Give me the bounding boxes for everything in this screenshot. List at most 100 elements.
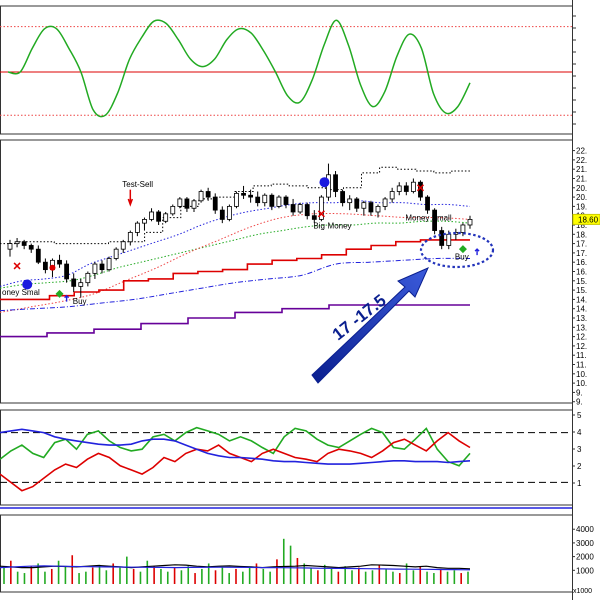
indicator-series-line [0,426,471,467]
price-tick-label: 17. [576,240,587,249]
candle-body [375,205,381,213]
price-tick-label: 18. [576,221,587,230]
candle-body [113,248,119,259]
candle-body [403,185,409,192]
candle-body [142,219,147,224]
candle-body [333,174,338,192]
indicator-panel: 5 4 3 2 1 [0,411,582,492]
overlay-blue-ma [0,200,471,287]
sell-x-marker [317,210,325,218]
indicator-frame [0,409,573,506]
price-tick-label: 22. [576,156,587,165]
price-tick-label: 16. [576,268,587,277]
candle-body [382,198,388,207]
candle-body [212,196,218,211]
candle-body [92,263,98,274]
price-tick-label: 17. [576,249,587,258]
candle-body [311,215,317,220]
candle-body [170,205,176,215]
candle-body [396,185,402,192]
overlay-upper-band [0,166,471,245]
candle-body [410,181,416,192]
price-tick-label: 19. [576,202,587,211]
sell-x-marker [416,184,424,192]
candle-body [99,263,105,271]
price-tick-label: 11. [576,351,587,360]
annotation-label: Buy [73,297,87,306]
buy-marker [55,289,64,298]
osc-series-line [7,19,471,118]
overlay-purple [0,304,470,338]
candle-body [460,224,466,233]
candle-body [21,241,27,246]
price-tick-label: 10. [576,379,587,388]
volume-panel: 4000 3000 2000 1000 [0,525,594,584]
volume-multiplier-label: x1000 [573,588,592,595]
price-tick-label: 13. [576,314,587,323]
candle-body [255,196,261,204]
price-tick-label: 10. [576,370,587,379]
volume-tick-label: 4000 [576,525,594,534]
indicator-series-line [0,428,471,465]
candle-body [262,194,268,204]
annotation-label: oney Smal [2,288,40,297]
volume-tick-label: 2000 [576,553,594,562]
sell-x-marker [13,262,21,270]
candle-body [14,241,20,244]
price-tick-label: 15. [576,286,587,295]
price-tick-label: 9. [576,388,583,397]
candle-body [368,202,374,213]
candle-body [439,230,445,246]
candle-body [127,232,133,243]
volume-ma-line [0,565,471,571]
volume-tick-label: 1000 [576,566,594,575]
candle-body [78,282,84,287]
candle-body [198,191,204,202]
candle-body [42,261,48,271]
price-tick-label: 20. [576,184,587,193]
candle-body [71,278,77,287]
candle-body [241,192,246,196]
candle-body [248,194,254,198]
candle-body [318,196,324,220]
indicator-series-line [0,431,471,492]
price-tick-label: 12. [576,342,587,351]
price-tick-label: 14. [576,295,587,304]
candle-body [276,196,282,207]
target-arrow [311,267,429,384]
price-frame [0,139,573,404]
candle-body [297,204,303,213]
last-price-box [572,213,600,225]
price-tick-label: 12. [576,333,587,342]
last-price-label: 18.60 [578,215,599,224]
volume-tick-label: 3000 [576,539,594,548]
overlay-blue-dashdot [0,257,471,312]
candle-body [446,233,452,246]
price-tick-label: 9. [576,398,583,407]
overlay-red-dotted [0,212,471,313]
annotation-label: Big [313,222,325,231]
candle-body [219,209,225,220]
price-tick-label: 14. [576,305,587,314]
buy-arrow-marker [474,248,480,256]
indicator-tick-label: 3 [577,445,582,454]
candle-body [389,191,395,200]
candle-body [347,198,353,204]
candle-body [304,204,310,217]
signal-dot-marker [22,279,33,290]
price-tick-label: 11. [576,361,587,370]
candle-body [35,248,41,263]
annotation-label: Test-Sell [122,180,153,189]
candle-body [7,243,13,250]
candle-body [177,198,183,207]
price-tick-label: 21. [576,174,587,183]
sell-arrow-head [127,198,134,207]
candle-body [85,272,91,284]
candle-body [354,198,360,209]
candle-body [28,245,34,250]
signal-dot-marker [319,177,330,188]
candle-body [432,209,438,231]
price-tick-label: 13. [576,323,587,332]
candle-body [283,196,289,205]
